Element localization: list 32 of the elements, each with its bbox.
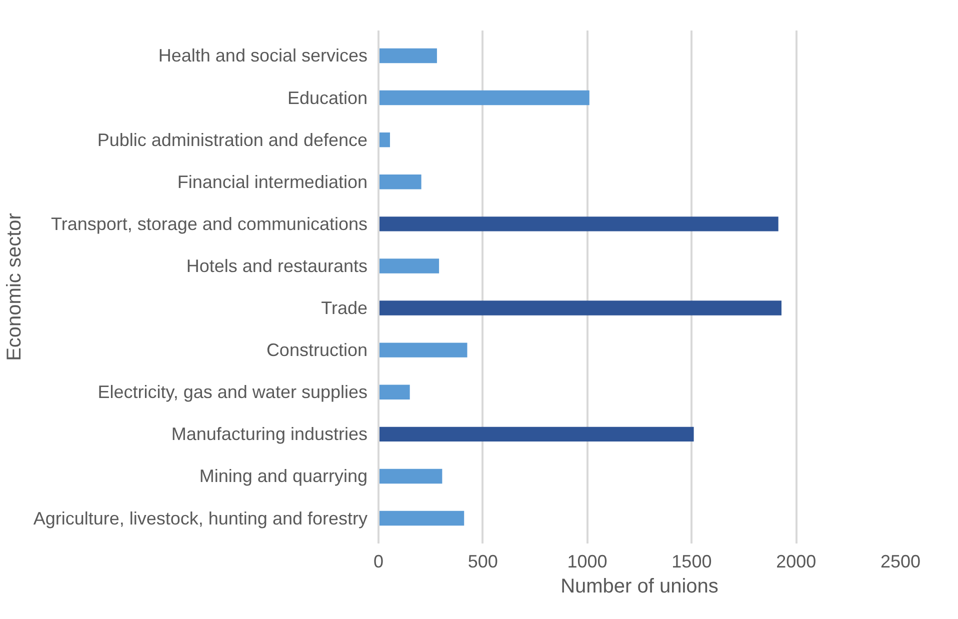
- bar: [378, 300, 782, 316]
- bar: [378, 258, 440, 274]
- bar: [378, 384, 410, 400]
- y-tick-label: Financial intermediation: [177, 172, 368, 192]
- y-tick-label: Hotels and restaurants: [186, 256, 368, 276]
- x-tick-label: 500: [468, 552, 498, 572]
- y-tick-label: Electricity, gas and water supplies: [98, 382, 368, 402]
- y-tick-label: Manufacturing industries: [171, 424, 368, 444]
- y-tick-label: Mining and quarrying: [199, 466, 368, 486]
- x-tick-label: 2500: [880, 552, 921, 572]
- x-tick-label: 1000: [567, 552, 608, 572]
- bar: [378, 132, 390, 148]
- bar: [378, 90, 590, 106]
- bar: [378, 342, 468, 358]
- y-axis-title: Economic sector: [3, 212, 26, 361]
- y-tick-label: Education: [287, 88, 368, 108]
- y-tick-label: Agriculture, livestock, hunting and forestry: [33, 508, 368, 528]
- y-tick-label: Transport, storage and communications: [51, 214, 368, 234]
- x-tick-label: 2000: [776, 552, 816, 572]
- bar: [378, 216, 778, 232]
- y-tick-label: Public administration and defence: [97, 130, 368, 150]
- x-tick-label: 0: [373, 552, 384, 572]
- x-axis-title: Number of unions: [560, 576, 718, 598]
- bar: [378, 426, 694, 442]
- bar: [378, 48, 437, 64]
- y-tick-label: Health and social services: [158, 46, 368, 66]
- x-tick-label: 1500: [672, 552, 712, 572]
- y-tick-label: Construction: [266, 340, 368, 360]
- bar: [378, 174, 422, 190]
- y-tick-label: Trade: [321, 298, 368, 318]
- bar: [378, 510, 464, 526]
- bar: [378, 468, 442, 484]
